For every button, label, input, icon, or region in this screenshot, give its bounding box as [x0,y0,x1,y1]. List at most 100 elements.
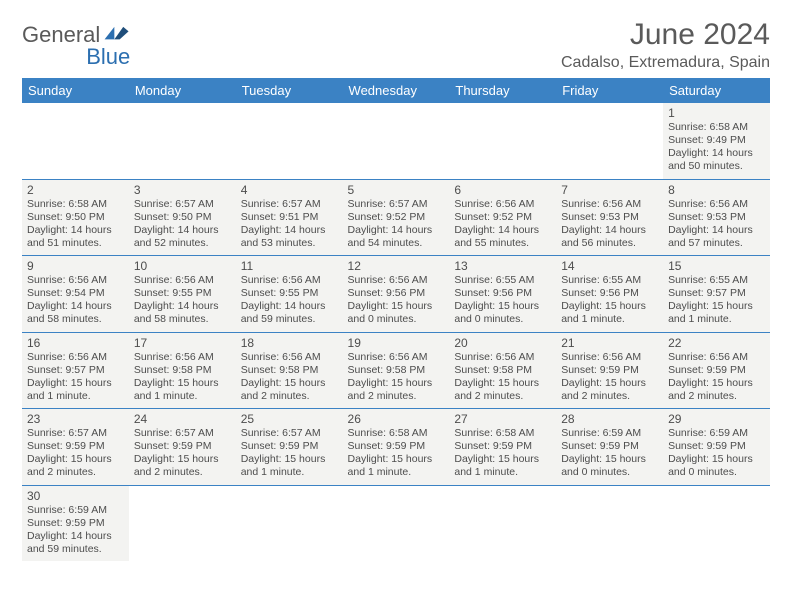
day-info: Sunrise: 6:56 AMSunset: 9:57 PMDaylight:… [27,351,124,404]
calendar-cell: 12Sunrise: 6:56 AMSunset: 9:56 PMDayligh… [343,256,450,333]
calendar-cell: 25Sunrise: 6:57 AMSunset: 9:59 PMDayligh… [236,409,343,486]
calendar-cell-empty [449,103,556,179]
sunrise-text: Sunrise: 6:56 AM [668,351,765,364]
daylight-text: Daylight: 15 hours and 1 minute. [561,300,658,326]
daylight-text: Daylight: 15 hours and 2 minutes. [27,453,124,479]
day-info: Sunrise: 6:56 AMSunset: 9:54 PMDaylight:… [27,274,124,327]
daylight-text: Daylight: 14 hours and 58 minutes. [27,300,124,326]
day-number: 12 [348,259,445,273]
daylight-text: Daylight: 15 hours and 0 minutes. [668,453,765,479]
sunset-text: Sunset: 9:55 PM [134,287,231,300]
day-number: 23 [27,412,124,426]
weekday-header: Saturday [663,78,770,103]
daylight-text: Daylight: 14 hours and 59 minutes. [27,530,124,556]
sunrise-text: Sunrise: 6:57 AM [241,198,338,211]
sunset-text: Sunset: 9:59 PM [561,440,658,453]
calendar-cell: 19Sunrise: 6:56 AMSunset: 9:58 PMDayligh… [343,332,450,409]
sunrise-text: Sunrise: 6:58 AM [454,427,551,440]
sunset-text: Sunset: 9:53 PM [668,211,765,224]
sunrise-text: Sunrise: 6:59 AM [668,427,765,440]
sunrise-text: Sunrise: 6:56 AM [454,351,551,364]
day-number: 27 [454,412,551,426]
day-number: 13 [454,259,551,273]
daylight-text: Daylight: 15 hours and 2 minutes. [668,377,765,403]
calendar-cell-empty [236,103,343,179]
calendar-week-row: 30Sunrise: 6:59 AMSunset: 9:59 PMDayligh… [22,485,770,561]
day-number: 1 [668,106,765,120]
calendar-cell: 27Sunrise: 6:58 AMSunset: 9:59 PMDayligh… [449,409,556,486]
day-info: Sunrise: 6:56 AMSunset: 9:52 PMDaylight:… [454,198,551,251]
calendar-cell: 22Sunrise: 6:56 AMSunset: 9:59 PMDayligh… [663,332,770,409]
calendar-cell: 17Sunrise: 6:56 AMSunset: 9:58 PMDayligh… [129,332,236,409]
sunset-text: Sunset: 9:56 PM [348,287,445,300]
daylight-text: Daylight: 15 hours and 1 minute. [348,453,445,479]
daylight-text: Daylight: 14 hours and 58 minutes. [134,300,231,326]
sunrise-text: Sunrise: 6:58 AM [27,198,124,211]
day-number: 30 [27,489,124,503]
sunset-text: Sunset: 9:53 PM [561,211,658,224]
sunrise-text: Sunrise: 6:56 AM [454,198,551,211]
header: GeneralBlue June 2024 Cadalso, Extremadu… [22,18,770,72]
sunrise-text: Sunrise: 6:59 AM [561,427,658,440]
day-number: 26 [348,412,445,426]
daylight-text: Daylight: 14 hours and 56 minutes. [561,224,658,250]
daylight-text: Daylight: 15 hours and 0 minutes. [454,300,551,326]
day-info: Sunrise: 6:58 AMSunset: 9:59 PMDaylight:… [454,427,551,480]
calendar-cell-empty [236,485,343,561]
daylight-text: Daylight: 15 hours and 0 minutes. [561,453,658,479]
calendar-cell: 16Sunrise: 6:56 AMSunset: 9:57 PMDayligh… [22,332,129,409]
daylight-text: Daylight: 15 hours and 2 minutes. [561,377,658,403]
sunset-text: Sunset: 9:54 PM [27,287,124,300]
sunset-text: Sunset: 9:58 PM [454,364,551,377]
sunrise-text: Sunrise: 6:59 AM [27,504,124,517]
weekday-header: Sunday [22,78,129,103]
day-number: 29 [668,412,765,426]
calendar-cell: 4Sunrise: 6:57 AMSunset: 9:51 PMDaylight… [236,179,343,256]
calendar-cell-empty [556,103,663,179]
daylight-text: Daylight: 15 hours and 1 minute. [27,377,124,403]
daylight-text: Daylight: 15 hours and 1 minute. [668,300,765,326]
calendar-cell-empty [22,103,129,179]
calendar-cell-empty [129,485,236,561]
day-info: Sunrise: 6:59 AMSunset: 9:59 PMDaylight:… [668,427,765,480]
day-info: Sunrise: 6:58 AMSunset: 9:49 PMDaylight:… [668,121,765,174]
calendar-cell: 13Sunrise: 6:55 AMSunset: 9:56 PMDayligh… [449,256,556,333]
calendar-week-row: 23Sunrise: 6:57 AMSunset: 9:59 PMDayligh… [22,409,770,486]
sunrise-text: Sunrise: 6:58 AM [668,121,765,134]
day-number: 6 [454,183,551,197]
calendar-cell: 21Sunrise: 6:56 AMSunset: 9:59 PMDayligh… [556,332,663,409]
day-number: 9 [27,259,124,273]
daylight-text: Daylight: 14 hours and 59 minutes. [241,300,338,326]
day-info: Sunrise: 6:55 AMSunset: 9:57 PMDaylight:… [668,274,765,327]
day-number: 15 [668,259,765,273]
day-info: Sunrise: 6:59 AMSunset: 9:59 PMDaylight:… [561,427,658,480]
day-number: 20 [454,336,551,350]
day-number: 5 [348,183,445,197]
day-number: 7 [561,183,658,197]
day-info: Sunrise: 6:56 AMSunset: 9:56 PMDaylight:… [348,274,445,327]
sunrise-text: Sunrise: 6:56 AM [348,274,445,287]
day-number: 19 [348,336,445,350]
sunset-text: Sunset: 9:59 PM [134,440,231,453]
day-info: Sunrise: 6:55 AMSunset: 9:56 PMDaylight:… [561,274,658,327]
calendar-cell: 9Sunrise: 6:56 AMSunset: 9:54 PMDaylight… [22,256,129,333]
day-info: Sunrise: 6:55 AMSunset: 9:56 PMDaylight:… [454,274,551,327]
logo: GeneralBlue [22,18,130,68]
day-info: Sunrise: 6:56 AMSunset: 9:59 PMDaylight:… [561,351,658,404]
calendar-cell-empty [129,103,236,179]
weekday-header: Tuesday [236,78,343,103]
calendar-week-row: 2Sunrise: 6:58 AMSunset: 9:50 PMDaylight… [22,179,770,256]
day-number: 11 [241,259,338,273]
day-number: 3 [134,183,231,197]
sunrise-text: Sunrise: 6:56 AM [241,351,338,364]
day-info: Sunrise: 6:58 AMSunset: 9:50 PMDaylight:… [27,198,124,251]
daylight-text: Daylight: 15 hours and 1 minute. [241,453,338,479]
daylight-text: Daylight: 14 hours and 50 minutes. [668,147,765,173]
day-info: Sunrise: 6:57 AMSunset: 9:52 PMDaylight:… [348,198,445,251]
calendar-cell: 10Sunrise: 6:56 AMSunset: 9:55 PMDayligh… [129,256,236,333]
day-info: Sunrise: 6:57 AMSunset: 9:59 PMDaylight:… [27,427,124,480]
sunset-text: Sunset: 9:59 PM [27,517,124,530]
sunset-text: Sunset: 9:56 PM [561,287,658,300]
calendar-cell-empty [556,485,663,561]
day-info: Sunrise: 6:56 AMSunset: 9:53 PMDaylight:… [668,198,765,251]
